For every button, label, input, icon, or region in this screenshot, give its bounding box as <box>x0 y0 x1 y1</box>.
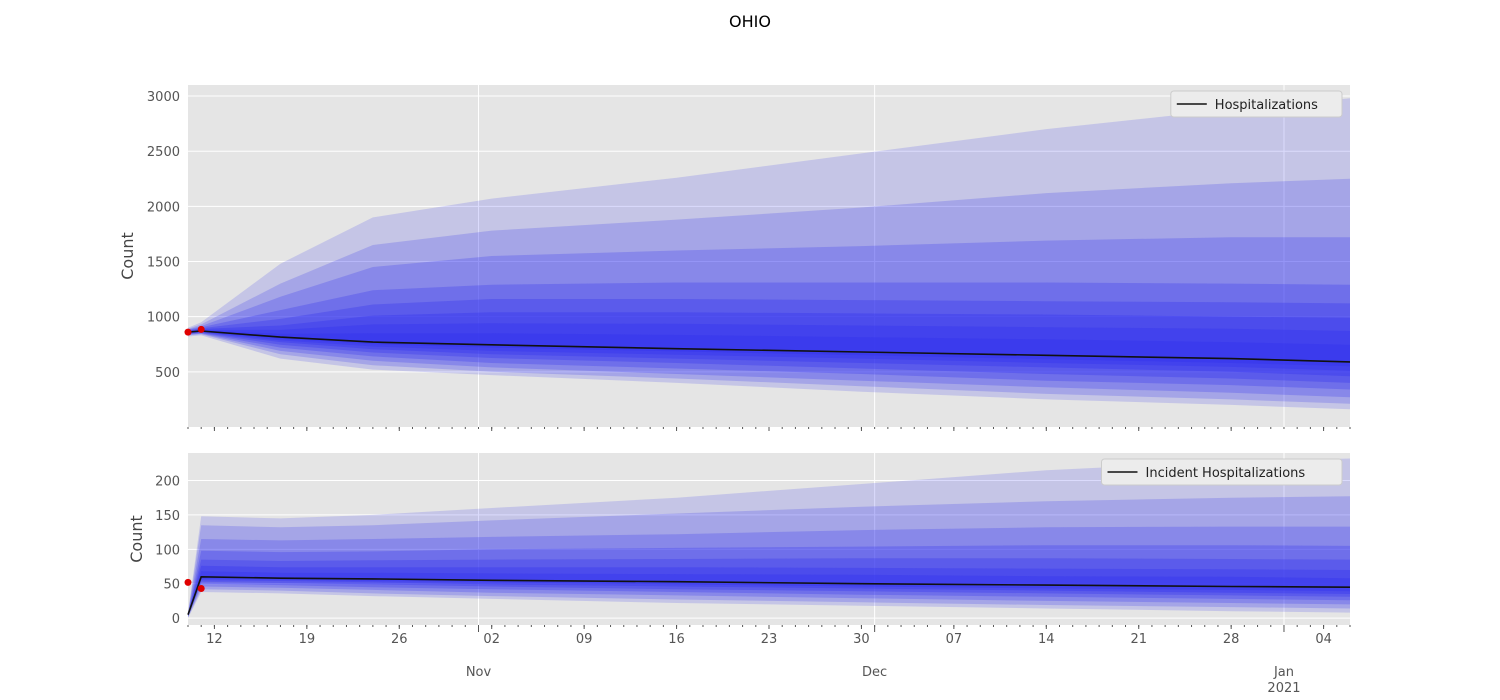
quantile-band <box>188 458 1350 619</box>
quantile-band <box>188 237 1350 398</box>
y-tick-label: 150 <box>155 509 180 524</box>
median-line <box>187 575 1351 615</box>
legend-box <box>1170 90 1343 118</box>
y-tick-label: 200 <box>155 475 180 490</box>
y-tick-label: 2000 <box>147 200 180 215</box>
legend-entry: Incident Hospitalizations <box>1146 466 1306 481</box>
y-tick-label: 2500 <box>147 145 180 160</box>
quantile-band <box>188 571 1350 616</box>
x-day-tick-label: 02 <box>483 632 500 647</box>
y-tick-label: 500 <box>155 366 180 381</box>
x-day-tick-label: 14 <box>1038 632 1055 647</box>
y-axis-label: Count <box>118 232 137 280</box>
x-day-tick-label: 26 <box>391 632 408 647</box>
quantile-band <box>188 496 1350 618</box>
x-day-tick-label: 12 <box>206 632 223 647</box>
quantile-band <box>188 545 1350 617</box>
x-day-tick-label: 30 <box>853 632 870 647</box>
y-tick-label: 100 <box>155 543 180 558</box>
x-day-tick-label: 16 <box>668 632 685 647</box>
quantile-band <box>188 526 1350 617</box>
incident-hospitalizations-panel: 0 50 100 150 200 Count Incident Hospitalizatio… <box>127 453 1351 629</box>
x-day-tick-label: 07 <box>946 632 963 647</box>
x-day-tick-label: 21 <box>1130 632 1147 647</box>
x-month-tick-label: Dec <box>862 665 887 680</box>
x-day-tick-label: 09 <box>576 632 593 647</box>
y-tick-label: 0 <box>172 612 180 627</box>
y-axis-label: Count <box>127 515 146 563</box>
y-tick-label: 50 <box>163 578 180 593</box>
quantile-band <box>188 299 1350 383</box>
legend-box <box>1101 458 1343 486</box>
x-day-tick-label: 28 <box>1223 632 1240 647</box>
observed-point <box>197 585 205 593</box>
observed-point <box>184 578 192 586</box>
median-line <box>187 330 1351 363</box>
y-tick-label: 1500 <box>147 256 180 271</box>
quantile-band <box>188 178 1350 404</box>
x-year-tick-label: 2021 <box>1267 681 1300 696</box>
quantile-band <box>188 558 1350 617</box>
legend-entry: Hospitalizations <box>1215 98 1318 113</box>
hospitalizations-panel: 500 1000 1500 2000 2500 3000 Count Hospitalizat… <box>118 85 1351 431</box>
quantile-band <box>188 323 1350 371</box>
quantile-band <box>188 282 1350 390</box>
observed-point <box>197 325 205 333</box>
x-month-tick-label: Jan <box>1273 665 1294 680</box>
quantile-band <box>188 98 1350 410</box>
figure-title: OHIO <box>729 12 771 31</box>
quantile-band <box>188 565 1350 617</box>
y-tick-label: 1000 <box>147 311 180 326</box>
y-tick-label: 3000 <box>147 90 180 105</box>
plot-background <box>188 85 1350 427</box>
quantile-band <box>188 330 1350 367</box>
x-month-tick-label: Nov <box>466 665 492 680</box>
x-day-tick-label: 23 <box>761 632 778 647</box>
observed-point <box>184 328 192 336</box>
x-day-tick-label: 04 <box>1315 632 1332 647</box>
quantile-band <box>188 312 1350 377</box>
x-day-tick-label: 19 <box>299 632 316 647</box>
